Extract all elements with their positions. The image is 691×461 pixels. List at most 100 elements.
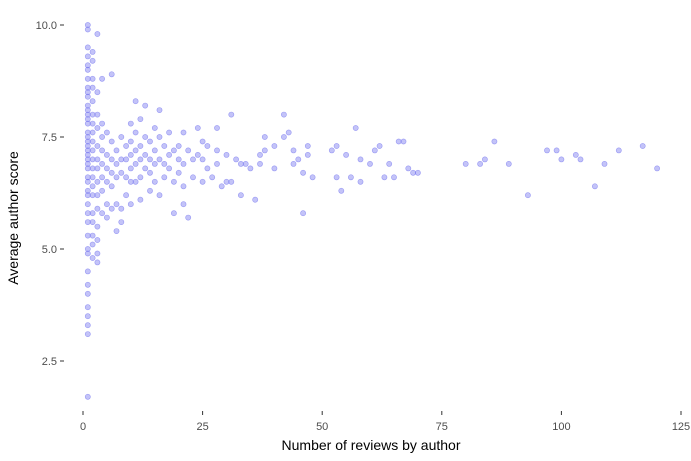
data-point	[371, 147, 378, 154]
data-point	[89, 84, 96, 91]
data-point	[94, 89, 101, 96]
data-point	[185, 147, 192, 154]
data-point	[156, 107, 163, 113]
x-tick-label: 50	[316, 421, 328, 433]
data-point	[247, 165, 254, 172]
data-point	[84, 75, 91, 82]
data-point	[94, 165, 101, 172]
data-point	[113, 201, 120, 208]
data-point	[94, 205, 101, 212]
data-point	[84, 160, 91, 167]
data-point	[462, 160, 469, 167]
data-point	[381, 174, 388, 181]
data-point	[185, 214, 192, 221]
data-point	[123, 156, 129, 163]
x-tick-label: 25	[196, 421, 208, 433]
data-point	[99, 134, 105, 140]
data-point	[214, 125, 220, 131]
data-point	[592, 183, 598, 190]
data-point	[577, 156, 584, 163]
data-point	[137, 196, 144, 203]
data-point	[94, 156, 101, 163]
data-point	[572, 151, 579, 158]
data-point	[209, 174, 216, 181]
data-point	[89, 120, 96, 127]
data-point	[405, 165, 412, 172]
data-point	[300, 169, 306, 176]
data-point	[84, 268, 91, 275]
data-point	[290, 160, 297, 167]
data-point	[376, 143, 383, 149]
data-point	[89, 147, 96, 154]
data-point	[147, 187, 153, 194]
data-point	[237, 192, 244, 199]
data-point	[357, 178, 364, 185]
data-point	[84, 22, 91, 28]
data-point	[113, 174, 120, 181]
data-point	[89, 192, 96, 199]
data-point	[261, 147, 268, 154]
data-point	[89, 49, 96, 55]
data-point	[175, 169, 182, 176]
data-point	[180, 183, 187, 190]
data-point	[84, 250, 91, 257]
data-point	[84, 62, 91, 69]
data-point	[118, 219, 125, 225]
data-point	[84, 53, 91, 60]
data-point	[84, 232, 91, 239]
data-point	[89, 129, 96, 136]
data-point	[190, 156, 196, 163]
data-point	[123, 143, 129, 149]
data-point	[89, 98, 96, 105]
data-point	[89, 255, 96, 261]
data-point	[199, 178, 206, 185]
data-point	[94, 192, 101, 199]
data-point	[175, 156, 182, 163]
data-point	[338, 187, 345, 194]
data-point	[180, 129, 187, 136]
data-point	[108, 71, 115, 78]
data-point	[170, 178, 177, 185]
data-point	[108, 183, 115, 190]
data-point	[132, 160, 139, 167]
data-point	[84, 174, 91, 181]
data-point	[400, 138, 407, 145]
data-point	[94, 259, 101, 266]
data-point	[84, 187, 91, 194]
data-point	[615, 147, 622, 154]
data-point	[142, 151, 149, 158]
y-tick-label: 2.5	[42, 356, 57, 368]
data-point	[99, 174, 105, 181]
data-point	[553, 147, 560, 154]
data-point	[84, 111, 91, 118]
data-point	[223, 178, 230, 185]
data-point	[84, 393, 91, 400]
data-point	[84, 102, 91, 109]
data-point	[127, 178, 134, 185]
data-point	[156, 192, 163, 199]
data-point	[639, 143, 646, 149]
data-point	[386, 160, 393, 167]
data-point	[84, 44, 91, 51]
data-point	[333, 143, 340, 149]
data-point	[271, 143, 278, 149]
data-point	[237, 160, 244, 167]
data-point	[89, 183, 96, 190]
data-point	[94, 31, 101, 37]
data-point	[84, 304, 91, 311]
data-point	[84, 107, 91, 113]
data-point	[481, 156, 488, 163]
data-point	[147, 138, 153, 145]
data-point	[137, 143, 144, 149]
data-point	[491, 138, 498, 145]
data-point	[175, 143, 182, 149]
data-point	[194, 125, 201, 131]
data-point	[228, 178, 235, 185]
data-point	[94, 143, 101, 149]
data-point	[142, 134, 149, 140]
y-axis: 2.5 5.0 7.5 10.0	[36, 20, 64, 368]
data-point	[84, 165, 91, 172]
data-point	[328, 147, 335, 154]
data-point	[108, 138, 115, 145]
data-point	[132, 129, 139, 136]
